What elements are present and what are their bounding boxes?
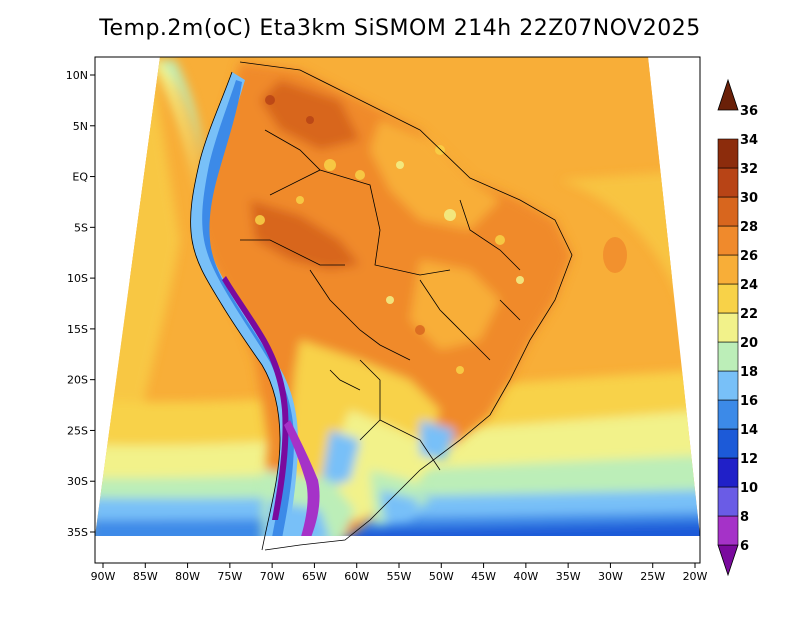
colorbar-segment [717,515,739,546]
colorbar-segment [717,457,739,488]
colorbar-label: 20 [740,336,758,351]
country-borders [190,61,573,551]
x-tick-label: 40W [513,570,538,583]
y-tick-label: 5N [73,120,88,133]
colorbar: 6 8 10 12 14 16 18 20 22 24 26 28 30 32 34 36 [717,78,758,577]
x-tick-label: 30W [598,570,623,583]
x-tick-label: 45W [471,570,496,583]
x-tick-label: 80W [175,570,200,583]
colorbar-segment [717,138,739,169]
plot-title: Temp.2m(oC) Eta3km SiSMOM 214h 22Z07NOV2… [99,16,701,41]
x-tick-label: 85W [133,570,158,583]
colorbar-top-arrow [717,78,739,111]
colorbar-segment [717,341,739,372]
colorbar-label: 12 [740,452,758,467]
colorbar-segment [717,196,739,227]
colorbar-label: 26 [740,249,758,264]
latitude-axis: 10N 5N EQ 5S 10S 15S 20S 25S 30S 35S [66,69,95,539]
y-tick-label: 25S [67,424,88,437]
x-tick-label: 75W [217,570,242,583]
y-tick-label: 15S [67,323,88,336]
x-tick-label: 60W [344,570,369,583]
y-tick-label: 20S [67,374,88,387]
y-tick-label: 30S [67,475,88,488]
colorbar-segment [717,399,739,430]
temperature-field [95,57,700,536]
colorbar-label: 32 [740,162,758,177]
colorbar-segment [717,486,739,517]
x-tick-label: 20W [683,570,708,583]
longitude-axis: 90W 85W 80W 75W 70W 65W 60W 55W 50W 45W 40W 35W 30W 2… [91,563,708,583]
x-tick-label: 55W [387,570,412,583]
y-tick-label: EQ [72,171,88,184]
colorbar-label: 18 [740,365,758,380]
colorbar-label: 28 [740,220,758,235]
x-tick-label: 65W [302,570,327,583]
colorbar-label: 24 [740,278,758,293]
colorbar-segment [717,225,739,256]
colorbar-label: 22 [740,307,758,322]
x-tick-label: 70W [260,570,285,583]
colorbar-label: 30 [740,191,758,206]
y-tick-label: 35S [67,526,88,539]
y-tick-label: 10S [67,272,88,285]
colorbar-label: 10 [740,481,758,496]
colorbar-label: 36 [740,104,758,119]
y-tick-label: 10N [66,69,88,82]
colorbar-label: 6 [740,539,749,554]
colorbar-label: 34 [740,133,758,148]
colorbar-segment [717,370,739,401]
colorbar-segment [717,283,739,314]
colorbar-segment [717,254,739,285]
map-frame [94,56,701,564]
colorbar-segment [717,167,739,198]
x-tick-label: 25W [640,570,665,583]
colorbar-segment [717,428,739,459]
colorbar-label: 8 [740,510,749,525]
x-tick-label: 90W [91,570,116,583]
x-tick-label: 35W [556,570,581,583]
colorbar-bottom-arrow [717,544,739,577]
colorbar-label: 14 [740,423,758,438]
colorbar-segment [717,312,739,343]
x-tick-label: 50W [429,570,454,583]
colorbar-label: 16 [740,394,758,409]
y-tick-label: 5S [74,221,88,234]
